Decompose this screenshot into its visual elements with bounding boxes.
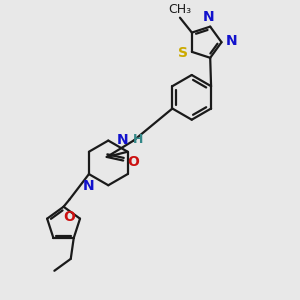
Text: N: N xyxy=(117,133,129,147)
Text: N: N xyxy=(203,10,214,24)
Text: N: N xyxy=(226,34,238,48)
Text: S: S xyxy=(178,46,188,60)
Text: H: H xyxy=(133,133,143,146)
Text: CH₃: CH₃ xyxy=(168,3,191,16)
Text: O: O xyxy=(127,155,139,169)
Text: N: N xyxy=(83,179,95,194)
Text: O: O xyxy=(64,210,76,224)
